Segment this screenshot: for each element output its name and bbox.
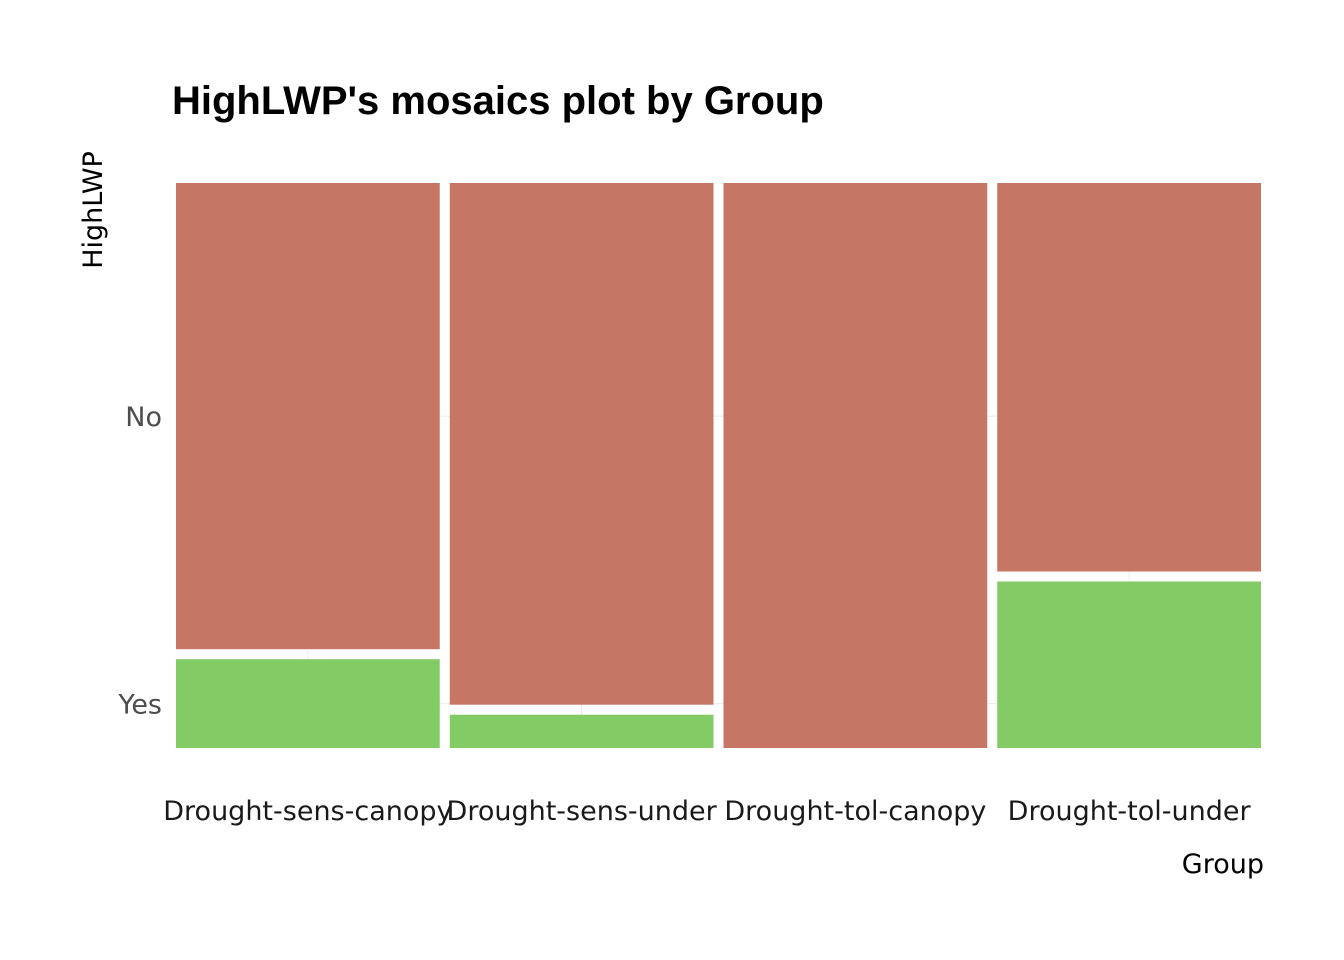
mosaic-tile <box>176 183 440 650</box>
mosaic-tile <box>449 183 714 705</box>
x-axis-title: Group <box>1182 849 1264 880</box>
mosaic-tiles <box>176 183 1261 748</box>
mosaic-tile <box>997 183 1261 572</box>
y-tick-labels: No Yes <box>117 402 162 720</box>
y-axis-title: HighLWP <box>78 151 109 269</box>
y-tick-label: No <box>125 402 162 433</box>
mosaic-tile <box>997 581 1261 748</box>
mosaic-tile <box>449 714 714 748</box>
x-tick-label: Drought-sens-canopy <box>163 796 452 827</box>
x-tick-label: Drought-tol-canopy <box>724 796 986 827</box>
mosaic-tile <box>723 183 988 748</box>
mosaic-tile <box>176 659 440 748</box>
chart-title: HighLWP's mosaics plot by Group <box>172 79 824 123</box>
x-tick-label: Drought-tol-under <box>1008 796 1252 827</box>
x-tick-label: Drought-sens-under <box>447 796 718 827</box>
y-tick-label: Yes <box>117 690 162 721</box>
